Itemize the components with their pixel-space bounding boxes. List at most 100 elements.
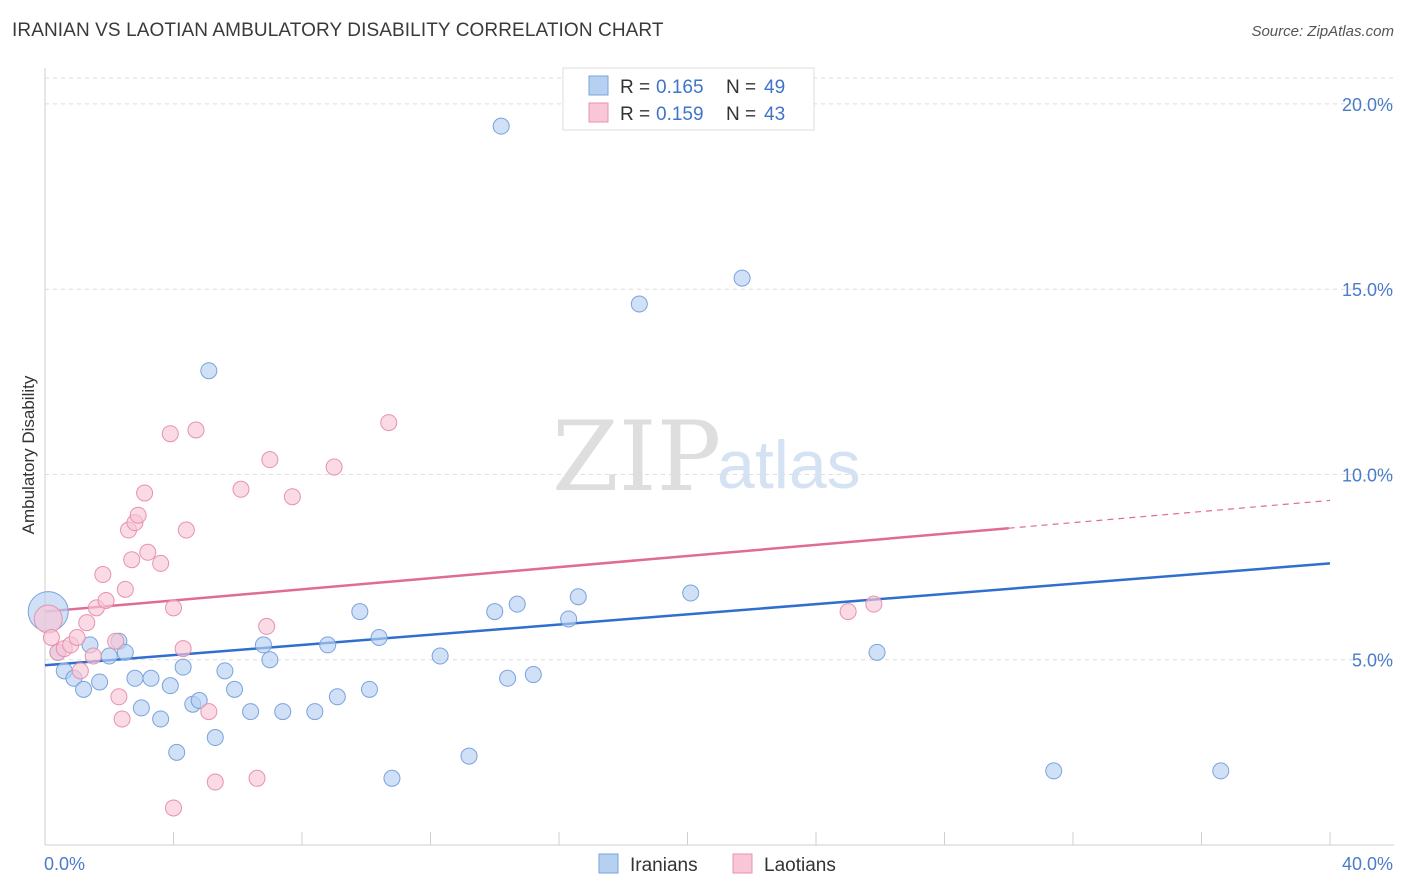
point-laotians xyxy=(110,688,128,706)
point-iranians xyxy=(200,362,218,380)
point-iranians xyxy=(682,584,700,602)
point-iranians xyxy=(206,729,224,747)
point-laotians xyxy=(200,703,218,721)
chart-title: IRANIAN VS LAOTIAN AMBULATORY DISABILITY… xyxy=(12,20,664,41)
point-iranians xyxy=(508,595,526,613)
legend-swatch-iranians xyxy=(588,75,609,96)
point-iranians xyxy=(360,680,378,698)
point-iranians xyxy=(560,610,578,628)
legend-r-value-laotians: 0.159 xyxy=(656,104,704,125)
point-iranians xyxy=(431,647,449,665)
trend-layer xyxy=(44,499,1331,667)
point-iranians xyxy=(569,588,587,606)
trendline-laotians-extrapolated xyxy=(1008,499,1331,529)
chart-source: Source: ZipAtlas.com xyxy=(1251,23,1394,40)
point-laotians xyxy=(97,591,115,609)
tick-label-layer: 5.0% 10.0% 15.0% 20.0% 0.0% 40.0% xyxy=(44,95,1393,874)
point-laotians xyxy=(94,566,112,584)
legend-n-value-laotians: 43 xyxy=(764,104,785,125)
point-iranians xyxy=(216,662,234,680)
point-iranians xyxy=(161,677,179,695)
point-iranians xyxy=(351,603,369,621)
y-tick-label: 5.0% xyxy=(1352,651,1393,671)
point-iranians xyxy=(261,651,279,669)
trendline-iranians xyxy=(44,562,1331,667)
legend-n-label-iranians: N = xyxy=(726,77,756,98)
point-laotians xyxy=(261,451,279,469)
point-laotians xyxy=(123,551,141,569)
point-laotians xyxy=(325,458,343,476)
legend-n-value-iranians: 49 xyxy=(764,77,785,98)
point-iranians xyxy=(733,269,751,287)
y-tick-label: 15.0% xyxy=(1342,280,1393,300)
point-laotians xyxy=(865,595,883,613)
point-laotians xyxy=(152,554,170,572)
point-iranians xyxy=(75,680,93,698)
point-laotians xyxy=(129,506,147,524)
legend-r-label-laotians: R = xyxy=(620,104,650,125)
point-iranians xyxy=(116,643,134,661)
point-laotians xyxy=(258,617,276,635)
point-iranians xyxy=(524,666,542,684)
point-iranians xyxy=(132,699,150,717)
legend-bottom-swatch-iranians xyxy=(598,853,619,874)
point-iranians xyxy=(190,691,208,709)
point-iranians xyxy=(630,295,648,313)
point-laotians xyxy=(113,710,131,728)
point-laotians xyxy=(174,640,192,658)
point-laotians xyxy=(42,629,60,647)
points-layer xyxy=(27,117,1230,817)
point-iranians xyxy=(126,669,144,687)
legend-bottom-label-laotians: Laotians xyxy=(764,855,836,876)
watermark: ZIP atlas xyxy=(552,401,861,513)
point-iranians xyxy=(370,629,388,647)
point-iranians xyxy=(100,647,118,665)
point-iranians xyxy=(868,643,886,661)
point-iranians xyxy=(383,769,401,787)
watermark-atlas: atlas xyxy=(717,427,861,503)
point-laotians xyxy=(165,799,182,817)
legend-swatch-laotians xyxy=(588,102,609,123)
point-iranians xyxy=(319,636,337,654)
point-iranians xyxy=(226,680,244,698)
point-laotians xyxy=(380,414,398,432)
point-iranians xyxy=(1212,762,1230,780)
point-iranians xyxy=(492,117,510,135)
point-laotians xyxy=(107,632,125,650)
point-laotians xyxy=(248,769,266,787)
point-iranians xyxy=(91,673,109,691)
point-iranians xyxy=(499,669,517,687)
y-tick-label: 10.0% xyxy=(1342,465,1393,485)
trendline-laotians xyxy=(44,526,1009,613)
point-iranians xyxy=(306,703,324,721)
point-laotians xyxy=(165,599,182,617)
point-iranians xyxy=(328,688,346,706)
point-iranians xyxy=(242,703,260,721)
point-iranians xyxy=(152,710,170,728)
point-laotians xyxy=(206,773,224,791)
watermark-zip: ZIP xyxy=(552,401,721,513)
point-laotians xyxy=(116,580,134,598)
legend-bottom: Iranians Laotians xyxy=(598,853,836,876)
point-iranians xyxy=(254,636,272,654)
point-iranians xyxy=(486,603,504,621)
point-laotians xyxy=(839,603,857,621)
legend-bottom-swatch-laotians xyxy=(732,853,753,874)
point-laotians xyxy=(232,480,250,498)
point-iranians xyxy=(274,703,292,721)
point-laotians xyxy=(68,629,86,647)
point-laotians xyxy=(187,421,205,439)
point-laotians xyxy=(136,484,154,502)
y-axis-title: Ambulatory Disability xyxy=(19,375,38,534)
point-laotians xyxy=(84,647,102,665)
point-iranians xyxy=(168,743,186,761)
point-iranians xyxy=(174,658,192,676)
point-laotians xyxy=(78,614,96,632)
grid-layer xyxy=(45,77,1394,661)
legend-r-value-iranians: 0.165 xyxy=(656,77,704,98)
legend-bottom-label-iranians: Iranians xyxy=(630,855,698,876)
point-iranians xyxy=(460,747,478,765)
point-laotians xyxy=(71,662,89,680)
point-laotians xyxy=(33,604,63,634)
